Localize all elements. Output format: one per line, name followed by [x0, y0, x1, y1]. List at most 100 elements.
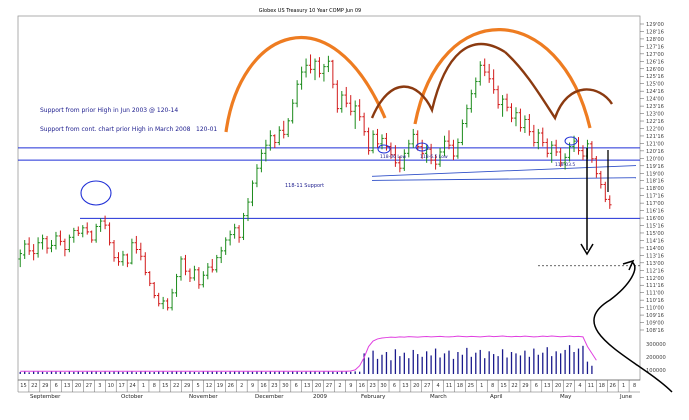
- price-bar: [549, 141, 554, 163]
- price-bar: [299, 66, 304, 90]
- month-label: March: [430, 394, 447, 400]
- x-tick-label: 11: [588, 383, 594, 389]
- y-tick-label: 114'16: [646, 238, 664, 244]
- price-bar: [241, 212, 246, 241]
- price-bar: [594, 156, 599, 178]
- annotation-march-2008: Support from cont. chart prior High in M…: [40, 126, 191, 133]
- price-bar: [116, 252, 121, 266]
- x-tick-label: 13: [402, 383, 408, 389]
- price-bar: [393, 145, 398, 167]
- price-bar: [80, 225, 85, 238]
- price-bar: [121, 250, 125, 266]
- x-tick-label: 22: [31, 383, 37, 389]
- annotation-low-118-03-5: 118-03.5: [555, 162, 575, 168]
- x-tick-label: 8: [153, 383, 156, 389]
- price-bar: [174, 273, 179, 297]
- x-tick-label: 13: [64, 383, 70, 389]
- x-tick-label: 23: [271, 383, 277, 389]
- price-bar: [219, 246, 224, 264]
- y-tick-label: 112'00: [646, 276, 664, 282]
- x-tick-label: 6: [535, 383, 538, 389]
- y-tick-label: 113'16: [646, 253, 664, 259]
- x-tick-label: 29: [522, 383, 528, 389]
- x-tick-label: 24: [129, 383, 135, 389]
- price-bar: [518, 108, 523, 132]
- y-tick-label: 123'00: [646, 112, 664, 118]
- month-label: October: [121, 394, 144, 400]
- y-tick-label: 129'00: [646, 22, 664, 28]
- price-bar: [304, 58, 308, 78]
- x-tick-label: 13: [304, 383, 310, 389]
- y-tick-label: 125'00: [646, 82, 664, 88]
- neckline-lower: [371, 177, 637, 181]
- price-bar: [139, 242, 143, 261]
- y-tick-label: 118'16: [646, 179, 664, 185]
- y-tick-label: 120'00: [646, 156, 664, 162]
- price-bar: [429, 143, 433, 165]
- price-bar: [411, 128, 416, 148]
- inner-arc-right: [504, 51, 614, 121]
- x-tick-label: 26: [228, 383, 234, 389]
- price-bar: [134, 235, 139, 254]
- annotations: Globex US Treasury 10 Year COMP Jun 09 Su…: [40, 8, 575, 189]
- price-bar: [366, 127, 371, 155]
- price-bar: [192, 265, 197, 281]
- price-bar: [362, 112, 366, 136]
- price-bar: [469, 89, 474, 113]
- x-tick-label: 2: [240, 383, 243, 389]
- month-label: December: [255, 394, 284, 400]
- pattern-arcs: [224, 28, 614, 133]
- volume-axis: 300000 200000 100000: [646, 342, 666, 374]
- x-axis: 15 22 29 6 13 20 27 3 10 17 24 1 8 15 22 29 5 12 19 26 2 9 16 2…: [17, 379, 640, 400]
- y-tick-label: 110'16: [646, 298, 664, 304]
- price-bar: [237, 225, 241, 243]
- price-bar: [94, 223, 98, 243]
- price-bar: [210, 258, 215, 273]
- x-tick-label: 1: [622, 383, 625, 389]
- price-bar: [130, 238, 134, 265]
- price-bar: [447, 130, 451, 150]
- price-bar: [331, 59, 335, 89]
- price-bar: [335, 80, 340, 113]
- price-bar: [18, 249, 23, 268]
- y-tick-label: 114'00: [646, 246, 664, 252]
- y-tick-label: 122'00: [646, 126, 664, 132]
- price-bar: [36, 237, 40, 258]
- month-label: May: [560, 394, 572, 400]
- x-tick-label: 6: [55, 383, 58, 389]
- down-arrow-head: [580, 243, 594, 256]
- plot-border: [17, 15, 641, 381]
- x-tick-label: 29: [42, 383, 48, 389]
- x-tick-label: 27: [326, 383, 332, 389]
- price-bar: [63, 238, 67, 257]
- circle-low-1: [377, 144, 391, 154]
- x-tick-label: 9: [251, 383, 254, 389]
- y-tick-label: 109'16: [646, 313, 664, 319]
- circle-low-2: [415, 142, 429, 152]
- price-bar: [491, 69, 496, 94]
- x-tick-label: 9: [349, 383, 352, 389]
- price-bar: [179, 256, 183, 281]
- y-tick-label: 124'00: [646, 97, 664, 103]
- y-tick-label: 116'00: [646, 216, 664, 222]
- price-bar: [232, 223, 237, 239]
- volume-tick-label: 100000: [646, 368, 666, 374]
- x-tick-label: 3: [98, 383, 101, 389]
- inner-arc-left: [370, 42, 506, 119]
- annotation-low-118-6-5: 118-6.5 Low: [420, 154, 448, 160]
- x-tick-label: 6: [393, 383, 396, 389]
- circle-sept-high: [80, 180, 112, 206]
- price-bar: [49, 240, 54, 253]
- price-bar: [27, 237, 31, 255]
- price-bar: [228, 230, 232, 246]
- price-bar: [201, 271, 206, 288]
- price-bar: [223, 237, 228, 255]
- y-tick-label: 125'16: [646, 74, 664, 80]
- x-tick-label: 22: [511, 383, 517, 389]
- x-tick-label: 12: [206, 383, 212, 389]
- annotation-march-2008-value: 120-01: [196, 126, 217, 133]
- price-bar: [259, 149, 264, 173]
- price-bar: [590, 141, 594, 163]
- x-tick-label: 18: [457, 383, 463, 389]
